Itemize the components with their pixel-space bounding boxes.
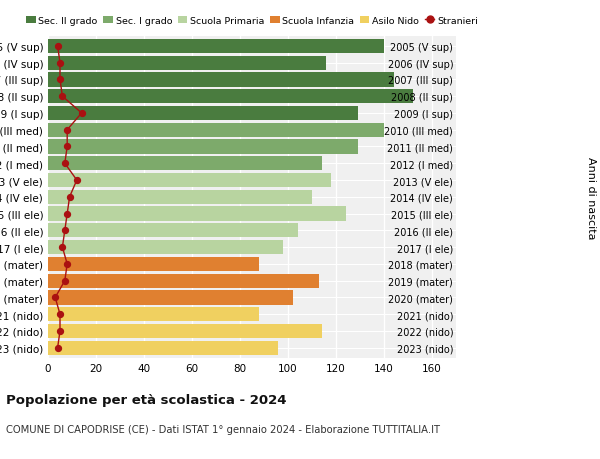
Point — [60, 277, 70, 285]
Bar — [48, 257, 259, 271]
Bar — [48, 157, 322, 171]
Bar — [48, 73, 394, 87]
Bar — [48, 207, 346, 221]
Bar — [48, 274, 319, 288]
Bar — [48, 123, 384, 138]
Bar — [48, 56, 326, 71]
Point — [55, 311, 65, 318]
Bar — [48, 106, 358, 121]
Point — [65, 194, 74, 201]
Bar — [48, 308, 259, 322]
Bar — [48, 39, 384, 54]
Point — [62, 144, 72, 151]
Point — [58, 93, 67, 101]
Text: Popolazione per età scolastica - 2024: Popolazione per età scolastica - 2024 — [6, 393, 287, 406]
Point — [55, 328, 65, 335]
Legend: Sec. II grado, Sec. I grado, Scuola Primaria, Scuola Infanzia, Asilo Nido, Stran: Sec. II grado, Sec. I grado, Scuola Prim… — [26, 17, 478, 26]
Bar — [48, 224, 298, 238]
Bar — [48, 341, 278, 355]
Text: COMUNE DI CAPODRISE (CE) - Dati ISTAT 1° gennaio 2024 - Elaborazione TUTTITALIA.: COMUNE DI CAPODRISE (CE) - Dati ISTAT 1°… — [6, 424, 440, 434]
Point — [62, 261, 72, 268]
Text: Anni di nascita: Anni di nascita — [586, 156, 596, 239]
Point — [62, 210, 72, 218]
Point — [60, 227, 70, 235]
Point — [50, 294, 60, 302]
Point — [60, 160, 70, 168]
Point — [58, 244, 67, 251]
Bar — [48, 291, 293, 305]
Point — [72, 177, 82, 185]
Point — [62, 127, 72, 134]
Point — [55, 77, 65, 84]
Bar — [48, 174, 331, 188]
Bar — [48, 324, 322, 338]
Bar — [48, 90, 413, 104]
Bar — [48, 140, 358, 154]
Bar — [48, 190, 312, 204]
Point — [77, 110, 86, 118]
Point — [53, 344, 62, 352]
Point — [55, 60, 65, 67]
Point — [53, 43, 62, 50]
Bar — [48, 241, 283, 255]
